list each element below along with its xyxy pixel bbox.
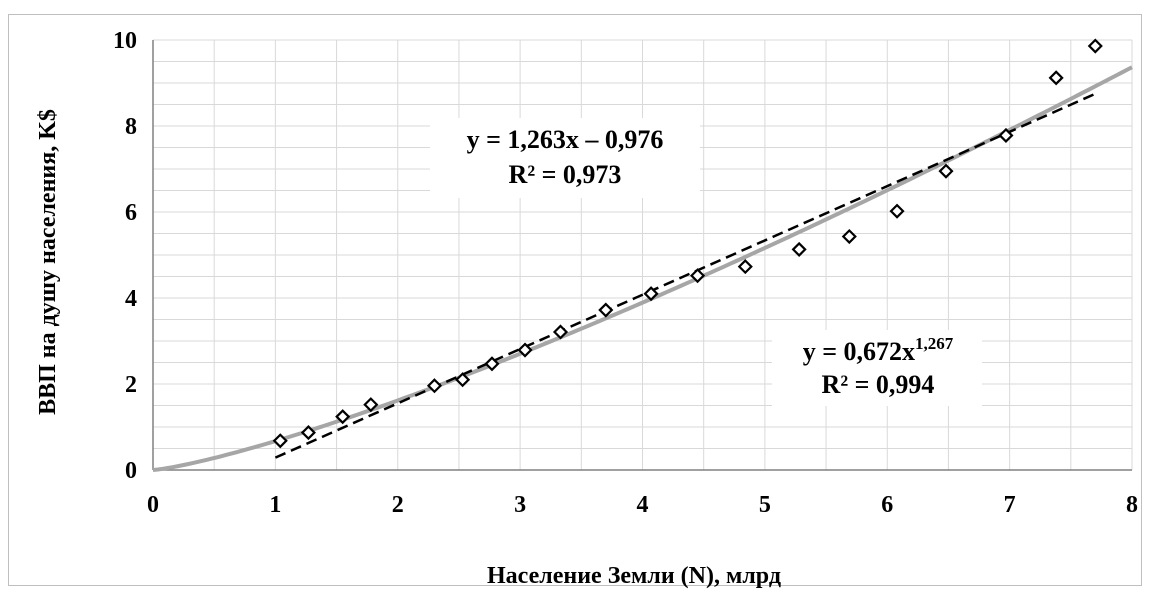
power-fit-exponent: 1,267 xyxy=(915,334,954,353)
data-point-marker xyxy=(300,425,316,441)
linear-fit-annotation: y = 1,263x – 0,976 R² = 0,973 xyxy=(430,118,700,198)
data-point-marker xyxy=(335,409,351,425)
power-fit-r2: R² = 0,994 xyxy=(822,370,935,399)
data-point-marker xyxy=(643,286,659,302)
x-tick-label: 0 xyxy=(147,492,159,518)
y-tick-label: 10 xyxy=(113,28,137,54)
data-point-marker xyxy=(484,356,500,372)
data-point-marker xyxy=(598,302,614,318)
data-point-marker xyxy=(426,378,443,394)
linear-trendline-path xyxy=(274,92,1096,459)
data-point-marker xyxy=(455,372,471,388)
linear-trendline xyxy=(274,92,1096,459)
data-point-marker xyxy=(791,241,807,257)
x-tick-label: 6 xyxy=(881,492,893,518)
data-point-marker xyxy=(998,127,1014,144)
y-tick-label: 6 xyxy=(125,200,137,226)
x-tick-label: 4 xyxy=(637,492,649,518)
y-tick-label: 4 xyxy=(125,286,137,312)
power-fit-equation: y = 0,672x1,267 xyxy=(803,334,954,366)
data-point-marker xyxy=(889,203,905,219)
data-point-marker xyxy=(1087,38,1103,54)
y-axis-label: ВВП на душу населения, K$ xyxy=(35,109,61,415)
power-fit-equation-base: y = 0,672x xyxy=(803,337,915,366)
data-point-marker xyxy=(363,397,379,413)
x-tick-label: 2 xyxy=(392,492,404,518)
linear-fit-equation: y = 1,263x – 0,976 xyxy=(467,125,664,154)
linear-fit-r2: R² = 0,973 xyxy=(509,160,622,189)
y-tick-label: 8 xyxy=(125,114,137,140)
axes xyxy=(152,40,1132,471)
data-point-marker xyxy=(1048,70,1064,86)
data-point-marker xyxy=(552,324,569,340)
data-point-marker xyxy=(737,259,753,275)
data-points xyxy=(272,38,1103,449)
y-tick-label: 0 xyxy=(125,458,137,484)
x-axis-label: Население Земли (N), млрд xyxy=(487,563,781,589)
x-tick-label: 7 xyxy=(1004,492,1016,518)
tick-labels: 0 1 2 3 4 5 6 7 8 0 2 4 6 8 10 xyxy=(113,28,1138,518)
x-tick-label: 1 xyxy=(269,492,281,518)
y-tick-label: 2 xyxy=(125,372,137,398)
data-point-marker xyxy=(938,163,954,179)
x-tick-label: 3 xyxy=(514,492,526,518)
grid xyxy=(152,39,1133,471)
chart-frame xyxy=(8,14,1142,586)
data-point-marker xyxy=(272,433,288,449)
power-fit-annotation: y = 0,672x1,267 R² = 0,994 xyxy=(772,330,982,406)
data-point-marker xyxy=(517,342,533,358)
x-tick-label: 5 xyxy=(759,492,771,518)
data-point-marker xyxy=(841,228,857,245)
data-point-marker xyxy=(690,268,706,284)
x-tick-label: 8 xyxy=(1126,492,1138,518)
